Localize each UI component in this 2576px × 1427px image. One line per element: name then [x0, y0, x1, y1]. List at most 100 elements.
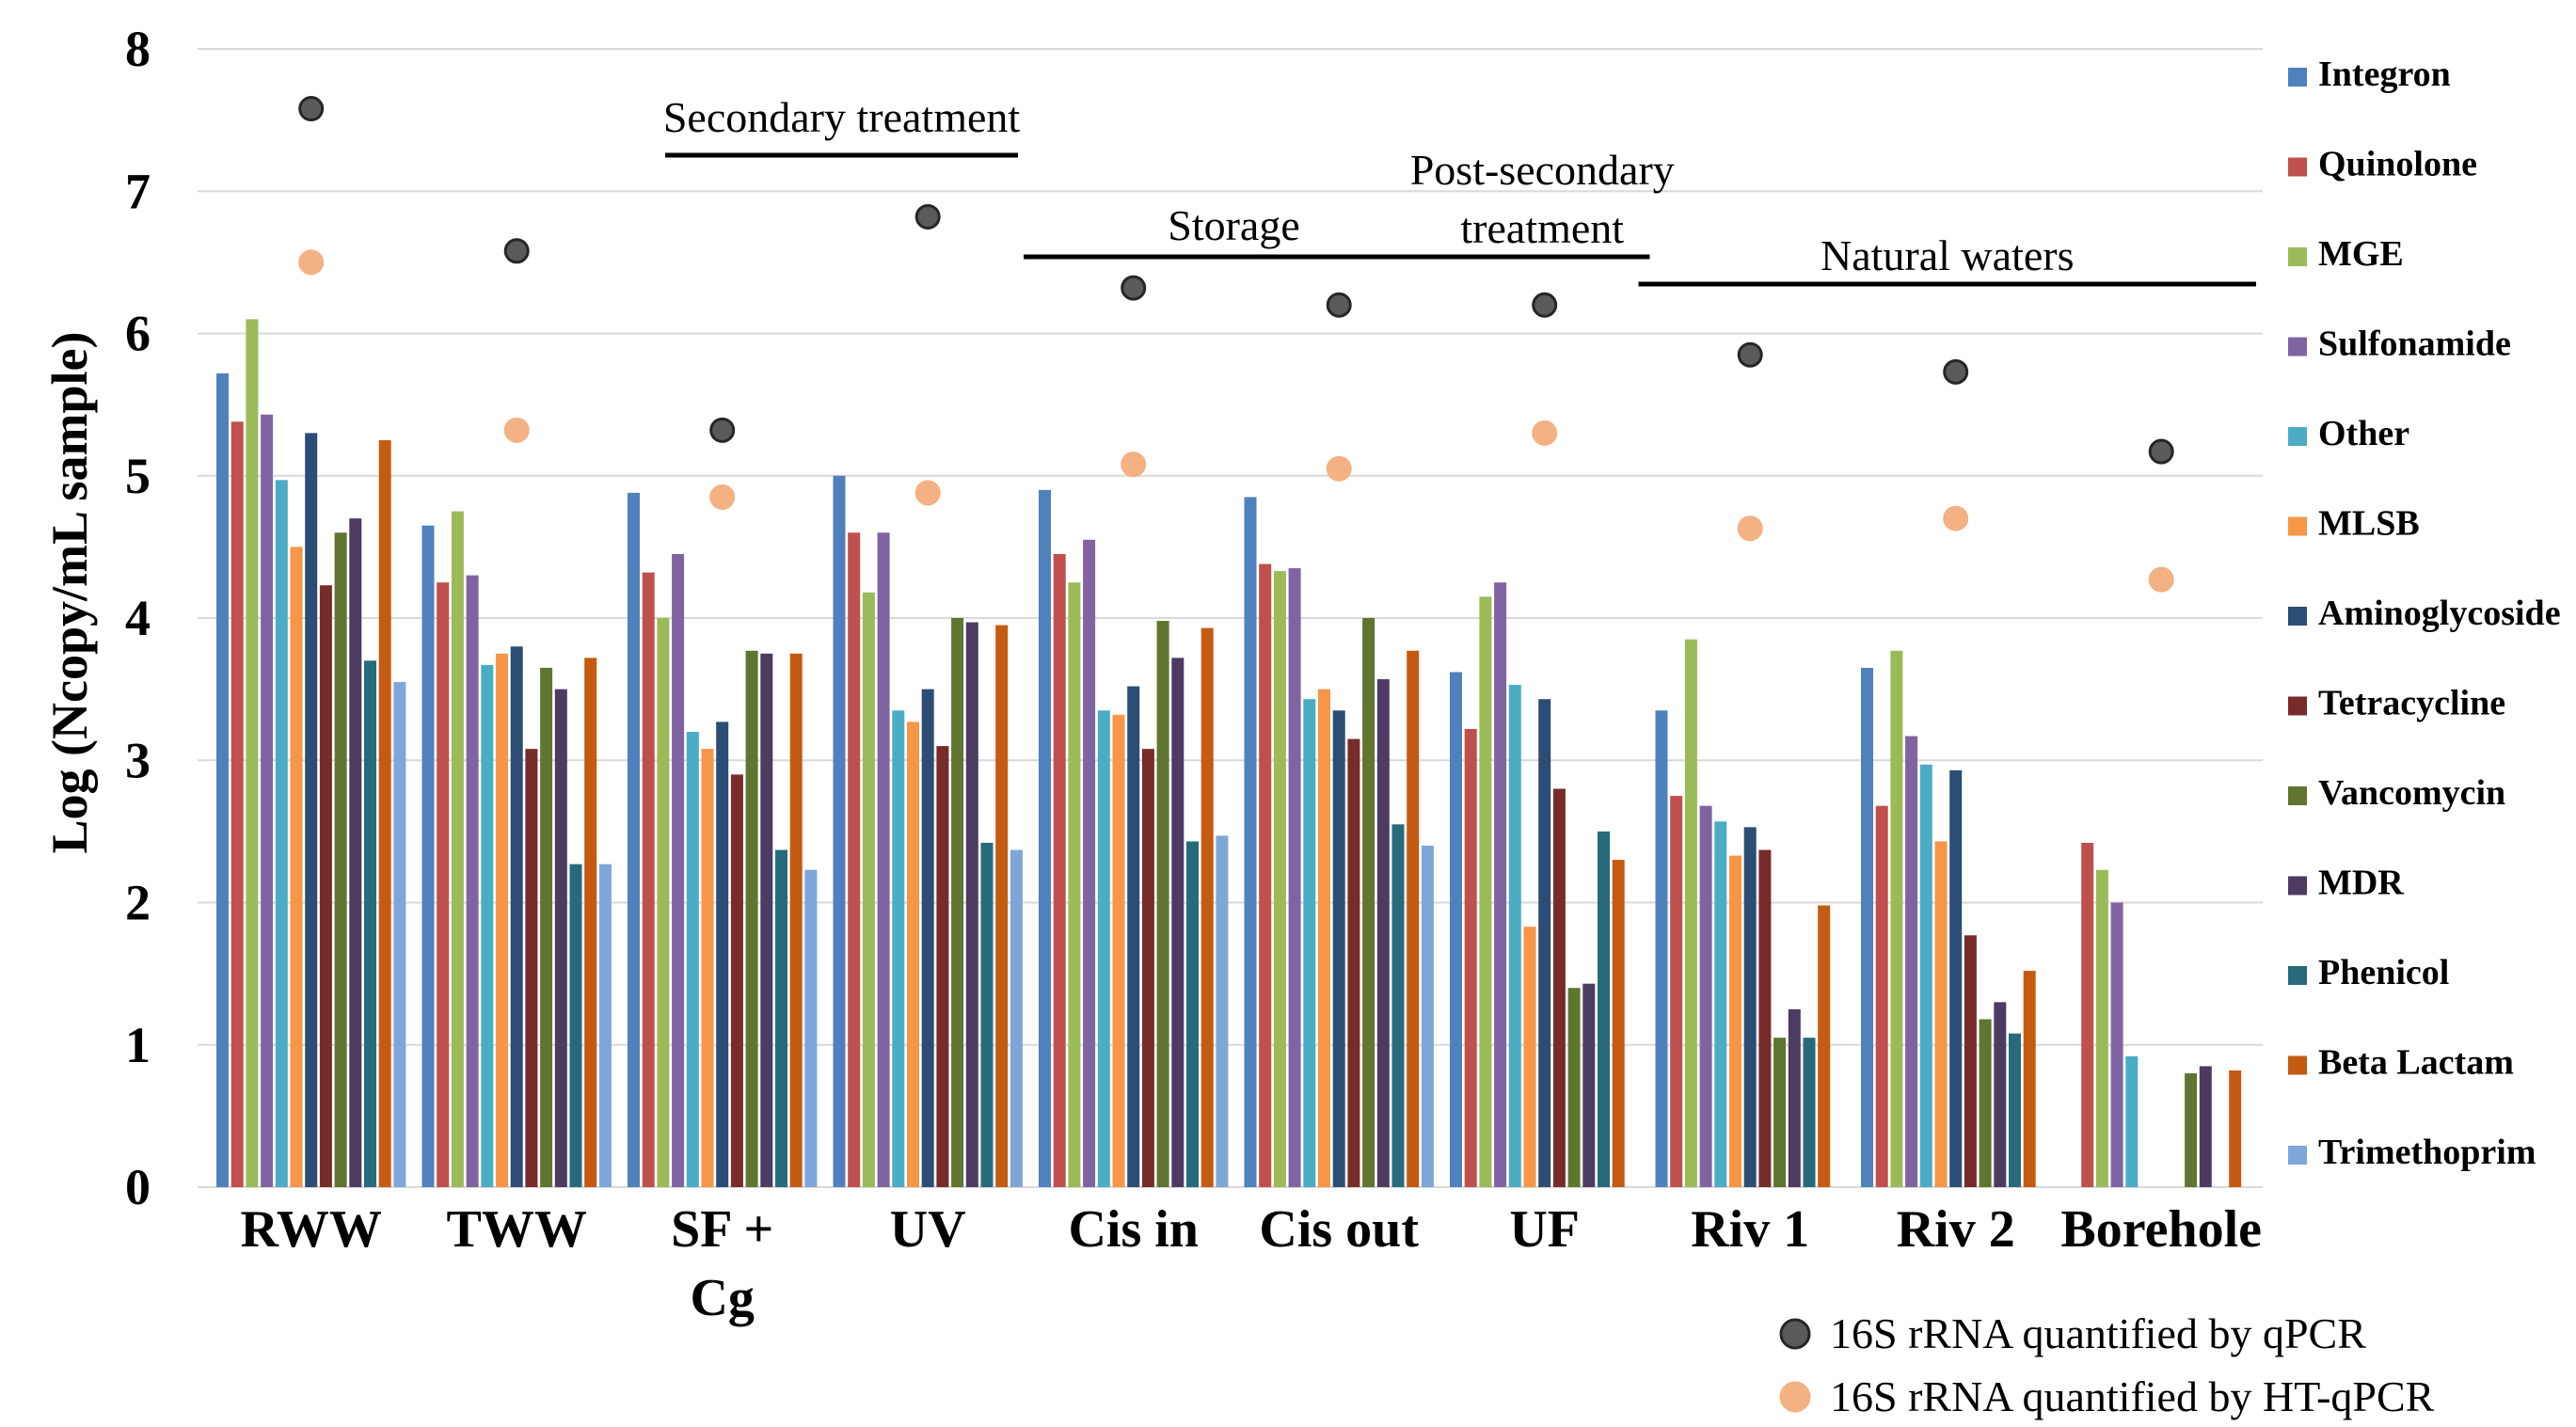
bar-aminoglycoside [921, 689, 934, 1187]
legend-label: Trimethoprim [2318, 1133, 2536, 1172]
x-tick-label: Riv 2 [1897, 1200, 2015, 1259]
bar-other [892, 710, 905, 1187]
bar-phenicol [2009, 1033, 2021, 1187]
bar-mlsb [907, 721, 919, 1187]
bar-vancomycin [334, 532, 347, 1187]
legend-label: Phenicol [2318, 953, 2449, 992]
bar-mdr [760, 653, 773, 1187]
bar-beta-lactam [995, 625, 1009, 1187]
legend-swatch [2288, 516, 2307, 536]
bar-integron [421, 525, 435, 1187]
annotation-label-line2: treatment [1460, 204, 1624, 252]
bar-quinolone [642, 572, 655, 1187]
bar-aminoglycoside [1949, 769, 1963, 1187]
annotation-label: Post-secondary [1410, 146, 1675, 194]
bar-vancomycin [540, 667, 553, 1187]
bar-mge [246, 319, 259, 1187]
bar-sulfonamide [1288, 568, 1301, 1187]
bar-trimethoprim [804, 869, 818, 1187]
bar-aminoglycoside [1127, 686, 1140, 1187]
bar-tetracycline [936, 746, 949, 1187]
bar-quinolone [1670, 796, 1683, 1187]
legend-label: Quinolone [2318, 145, 2477, 184]
marker-qpcr [1532, 292, 1558, 318]
marker-ht-qpcr [298, 249, 325, 276]
legend-label: MGE [2318, 234, 2404, 274]
legend-label: Vancomycin [2318, 773, 2505, 813]
bar-mdr [554, 689, 567, 1187]
bar-aminoglycoside [1743, 827, 1757, 1187]
marker-qpcr [1121, 275, 1147, 301]
bar-beta-lactam [584, 658, 597, 1187]
marker-ht-qpcr [709, 484, 736, 510]
bar-sulfonamide [1083, 539, 1096, 1187]
bar-mge [657, 618, 670, 1187]
bar-beta-lactam [1612, 860, 1625, 1187]
marker-qpcr [298, 96, 325, 122]
bar-quinolone [2081, 842, 2094, 1187]
bar-other [481, 664, 494, 1187]
bar-other [686, 732, 699, 1187]
legend-label: Aminoglycoside [2318, 594, 2561, 633]
x-tick-label-line2: Cg [690, 1269, 754, 1327]
annotation-label: Storage [1168, 201, 1300, 249]
bar-trimethoprim [393, 682, 406, 1187]
bar-tetracycline [730, 774, 743, 1187]
legend: Integron Quinolone MGE Sulfonamide Other MLSB… [1779, 55, 2561, 1420]
bar-vancomycin [1773, 1038, 1787, 1187]
bar-mdr [1171, 658, 1185, 1187]
bar-sulfonamide [1905, 736, 1918, 1187]
bar-mlsb [1729, 855, 1741, 1187]
bar-mge [451, 511, 464, 1187]
marker-ht-qpcr [1326, 455, 1352, 482]
bar-vancomycin [951, 618, 964, 1187]
legend-label: Integron [2318, 55, 2451, 94]
bar-integron [1244, 497, 1257, 1187]
bar-mlsb [1523, 927, 1536, 1187]
y-tick-label: 7 [125, 163, 151, 219]
bar-integron [216, 373, 229, 1188]
y-tick-label: 0 [125, 1159, 151, 1215]
bar-phenicol [1186, 841, 1199, 1187]
bar-phenicol [364, 660, 376, 1187]
bar-mdr [1788, 1008, 1801, 1187]
bar-sulfonamide [466, 575, 479, 1187]
x-tick-label: RWW [240, 1200, 381, 1259]
bar-aminoglycoside [1538, 699, 1551, 1187]
legend-label: MLSB [2318, 504, 2420, 544]
x-tick-label: Cis in [1068, 1200, 1199, 1259]
bar-trimethoprim [598, 864, 612, 1187]
bar-mge [1684, 639, 1697, 1187]
marker-ht-qpcr [1121, 452, 1147, 478]
bar-tetracycline [1141, 749, 1154, 1187]
y-tick-label: 5 [125, 448, 151, 504]
marker-ht-qpcr [1737, 515, 1763, 542]
legend-label: MDR [2318, 864, 2404, 903]
legend-marker [1779, 1381, 1811, 1413]
annotation-label: Secondary treatment [663, 93, 1021, 141]
bar-mdr [965, 622, 978, 1187]
bar-integron [628, 492, 640, 1187]
marker-ht-qpcr [1532, 420, 1558, 446]
bar-mlsb [1318, 689, 1330, 1187]
bar-quinolone [1875, 805, 1888, 1187]
bar-quinolone [1464, 728, 1477, 1187]
legend-swatch [2288, 876, 2307, 896]
bar-mge [1479, 596, 1492, 1187]
legend-marker-label: 16S rRNA quantified by qPCR [1830, 1309, 2366, 1357]
marker-qpcr [709, 417, 736, 443]
bar-trimethoprim [1421, 846, 1434, 1187]
bar-other [1919, 764, 1932, 1187]
bar-beta-lactam [378, 439, 391, 1187]
bar-integron [1861, 667, 1873, 1187]
bar-mdr [2199, 1066, 2212, 1187]
bar-tetracycline [1347, 738, 1360, 1187]
legend-swatch [2288, 1055, 2307, 1075]
bar-mge [1068, 582, 1081, 1187]
bar-aminoglycoside [1332, 710, 1345, 1187]
bar-sulfonamide [1699, 805, 1712, 1187]
markers [298, 96, 2174, 593]
legend-label: Beta Lactam [2318, 1043, 2514, 1083]
bar-mlsb [1112, 714, 1125, 1187]
bar-vancomycin [2185, 1073, 2198, 1187]
